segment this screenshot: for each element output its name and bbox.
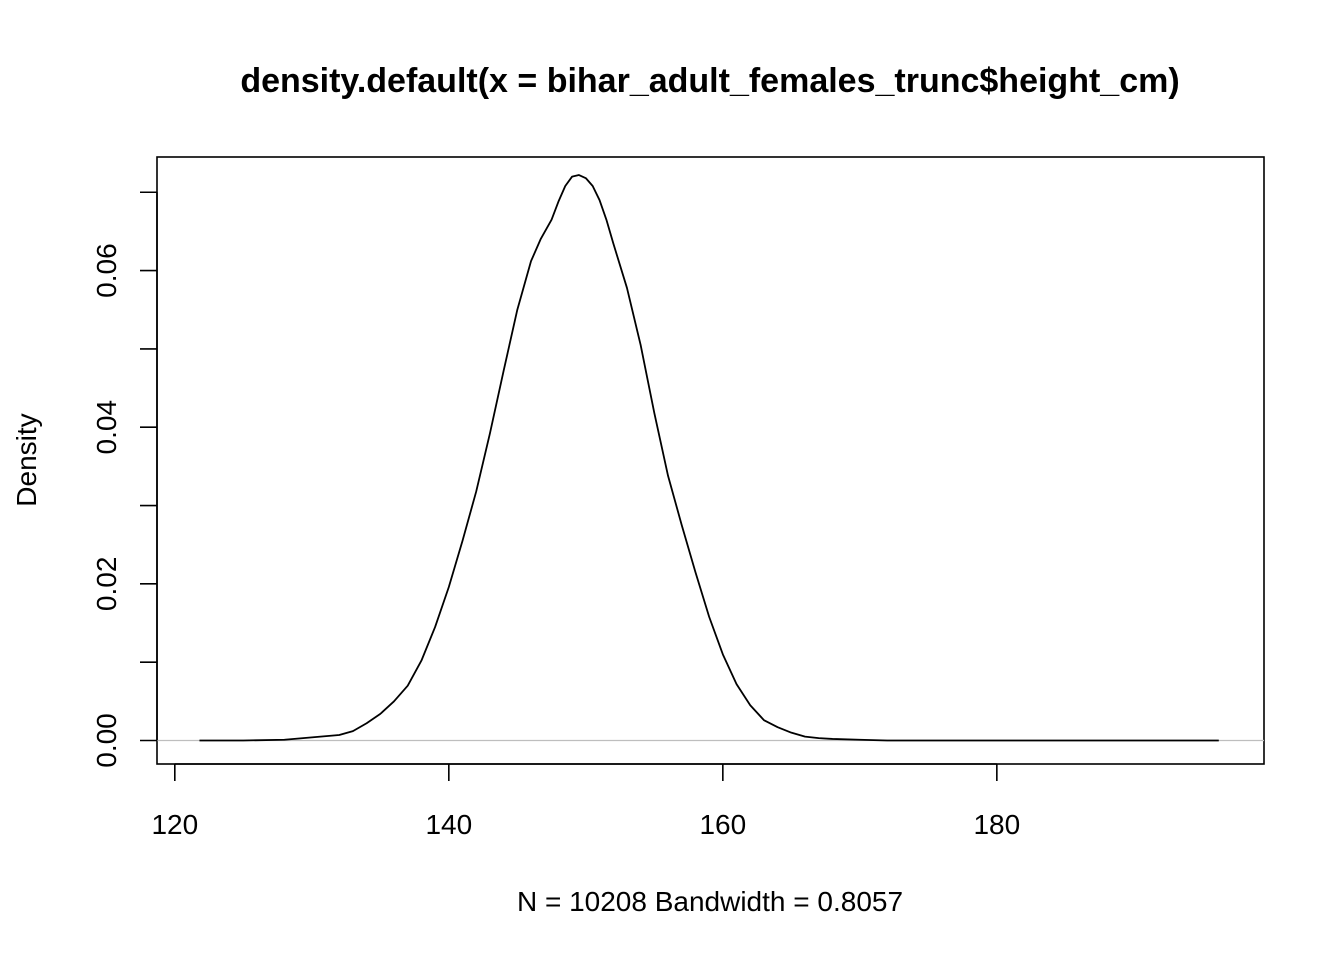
x-tick-label: 140 <box>425 809 472 840</box>
plot-frame <box>156 156 1265 765</box>
x-axis: 120 140 160 180 <box>151 763 1020 840</box>
y-tick-label: 0.06 <box>91 243 122 298</box>
x-tick-label: 160 <box>699 809 746 840</box>
y-tick-label: 0.00 <box>91 713 122 768</box>
x-tick-label: 180 <box>973 809 1020 840</box>
y-axis: 0.00 0.02 0.04 0.06 <box>91 191 158 768</box>
y-axis-label: Density <box>11 413 42 506</box>
x-tick-label: 120 <box>151 809 198 840</box>
y-tick-label: 0.04 <box>91 400 122 455</box>
y-tick-label: 0.02 <box>91 557 122 612</box>
chart-title: density.default(x = bihar_adult_females_… <box>240 62 1179 100</box>
x-axis-label: N = 10208 Bandwidth = 0.8057 <box>517 886 903 917</box>
density-curve <box>199 174 1219 742</box>
